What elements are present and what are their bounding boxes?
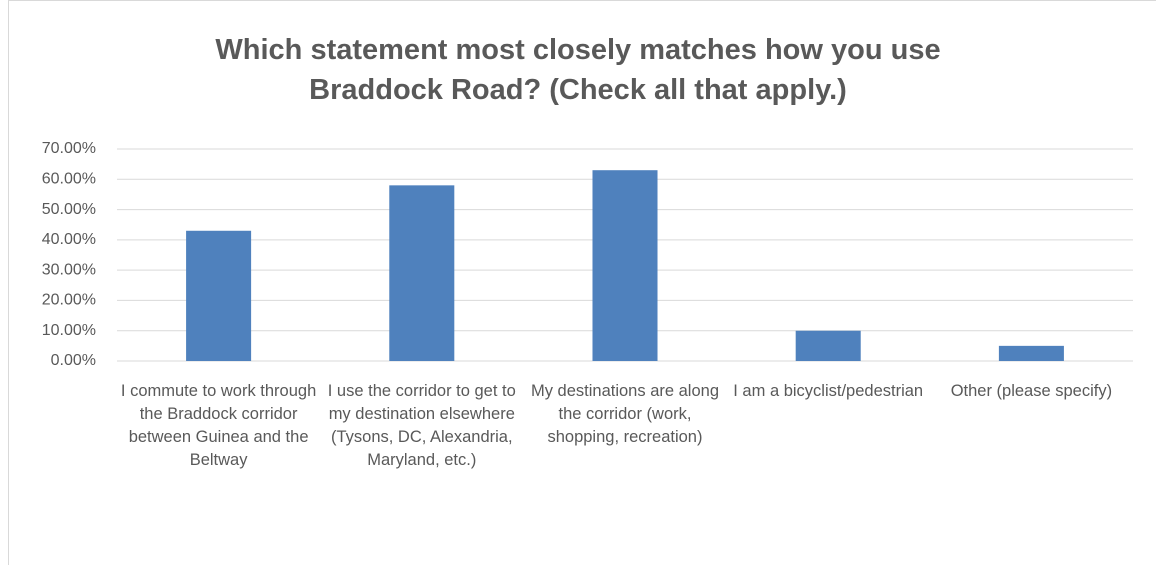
x-tick-label: I commute to work through the Braddock c… [120, 382, 317, 469]
y-tick-label: 70.00% [42, 140, 96, 157]
y-tick-label: 10.00% [42, 322, 96, 339]
y-tick-label: 20.00% [42, 292, 96, 309]
bar [998, 345, 1064, 361]
chart-border [8, 0, 1156, 565]
x-tick-label: I am a bicyclist/pedestrian [733, 382, 924, 400]
y-tick-label: 0.00% [51, 352, 96, 369]
y-tick-label: 60.00% [42, 171, 96, 188]
bar [389, 185, 455, 361]
x-tick-label: My destinations are along the corridor (… [530, 382, 719, 446]
bar [186, 230, 252, 361]
y-tick-label: 40.00% [42, 231, 96, 248]
x-tick-label: Other (please specify) [950, 382, 1113, 400]
chart-title: Which statement most closely matches how… [215, 34, 941, 106]
bar [795, 330, 861, 361]
bar [592, 170, 658, 361]
y-tick-label: 50.00% [42, 201, 96, 218]
y-tick-label: 30.00% [42, 261, 96, 278]
x-tick-label: I use the corridor to get to my destinat… [327, 382, 516, 469]
